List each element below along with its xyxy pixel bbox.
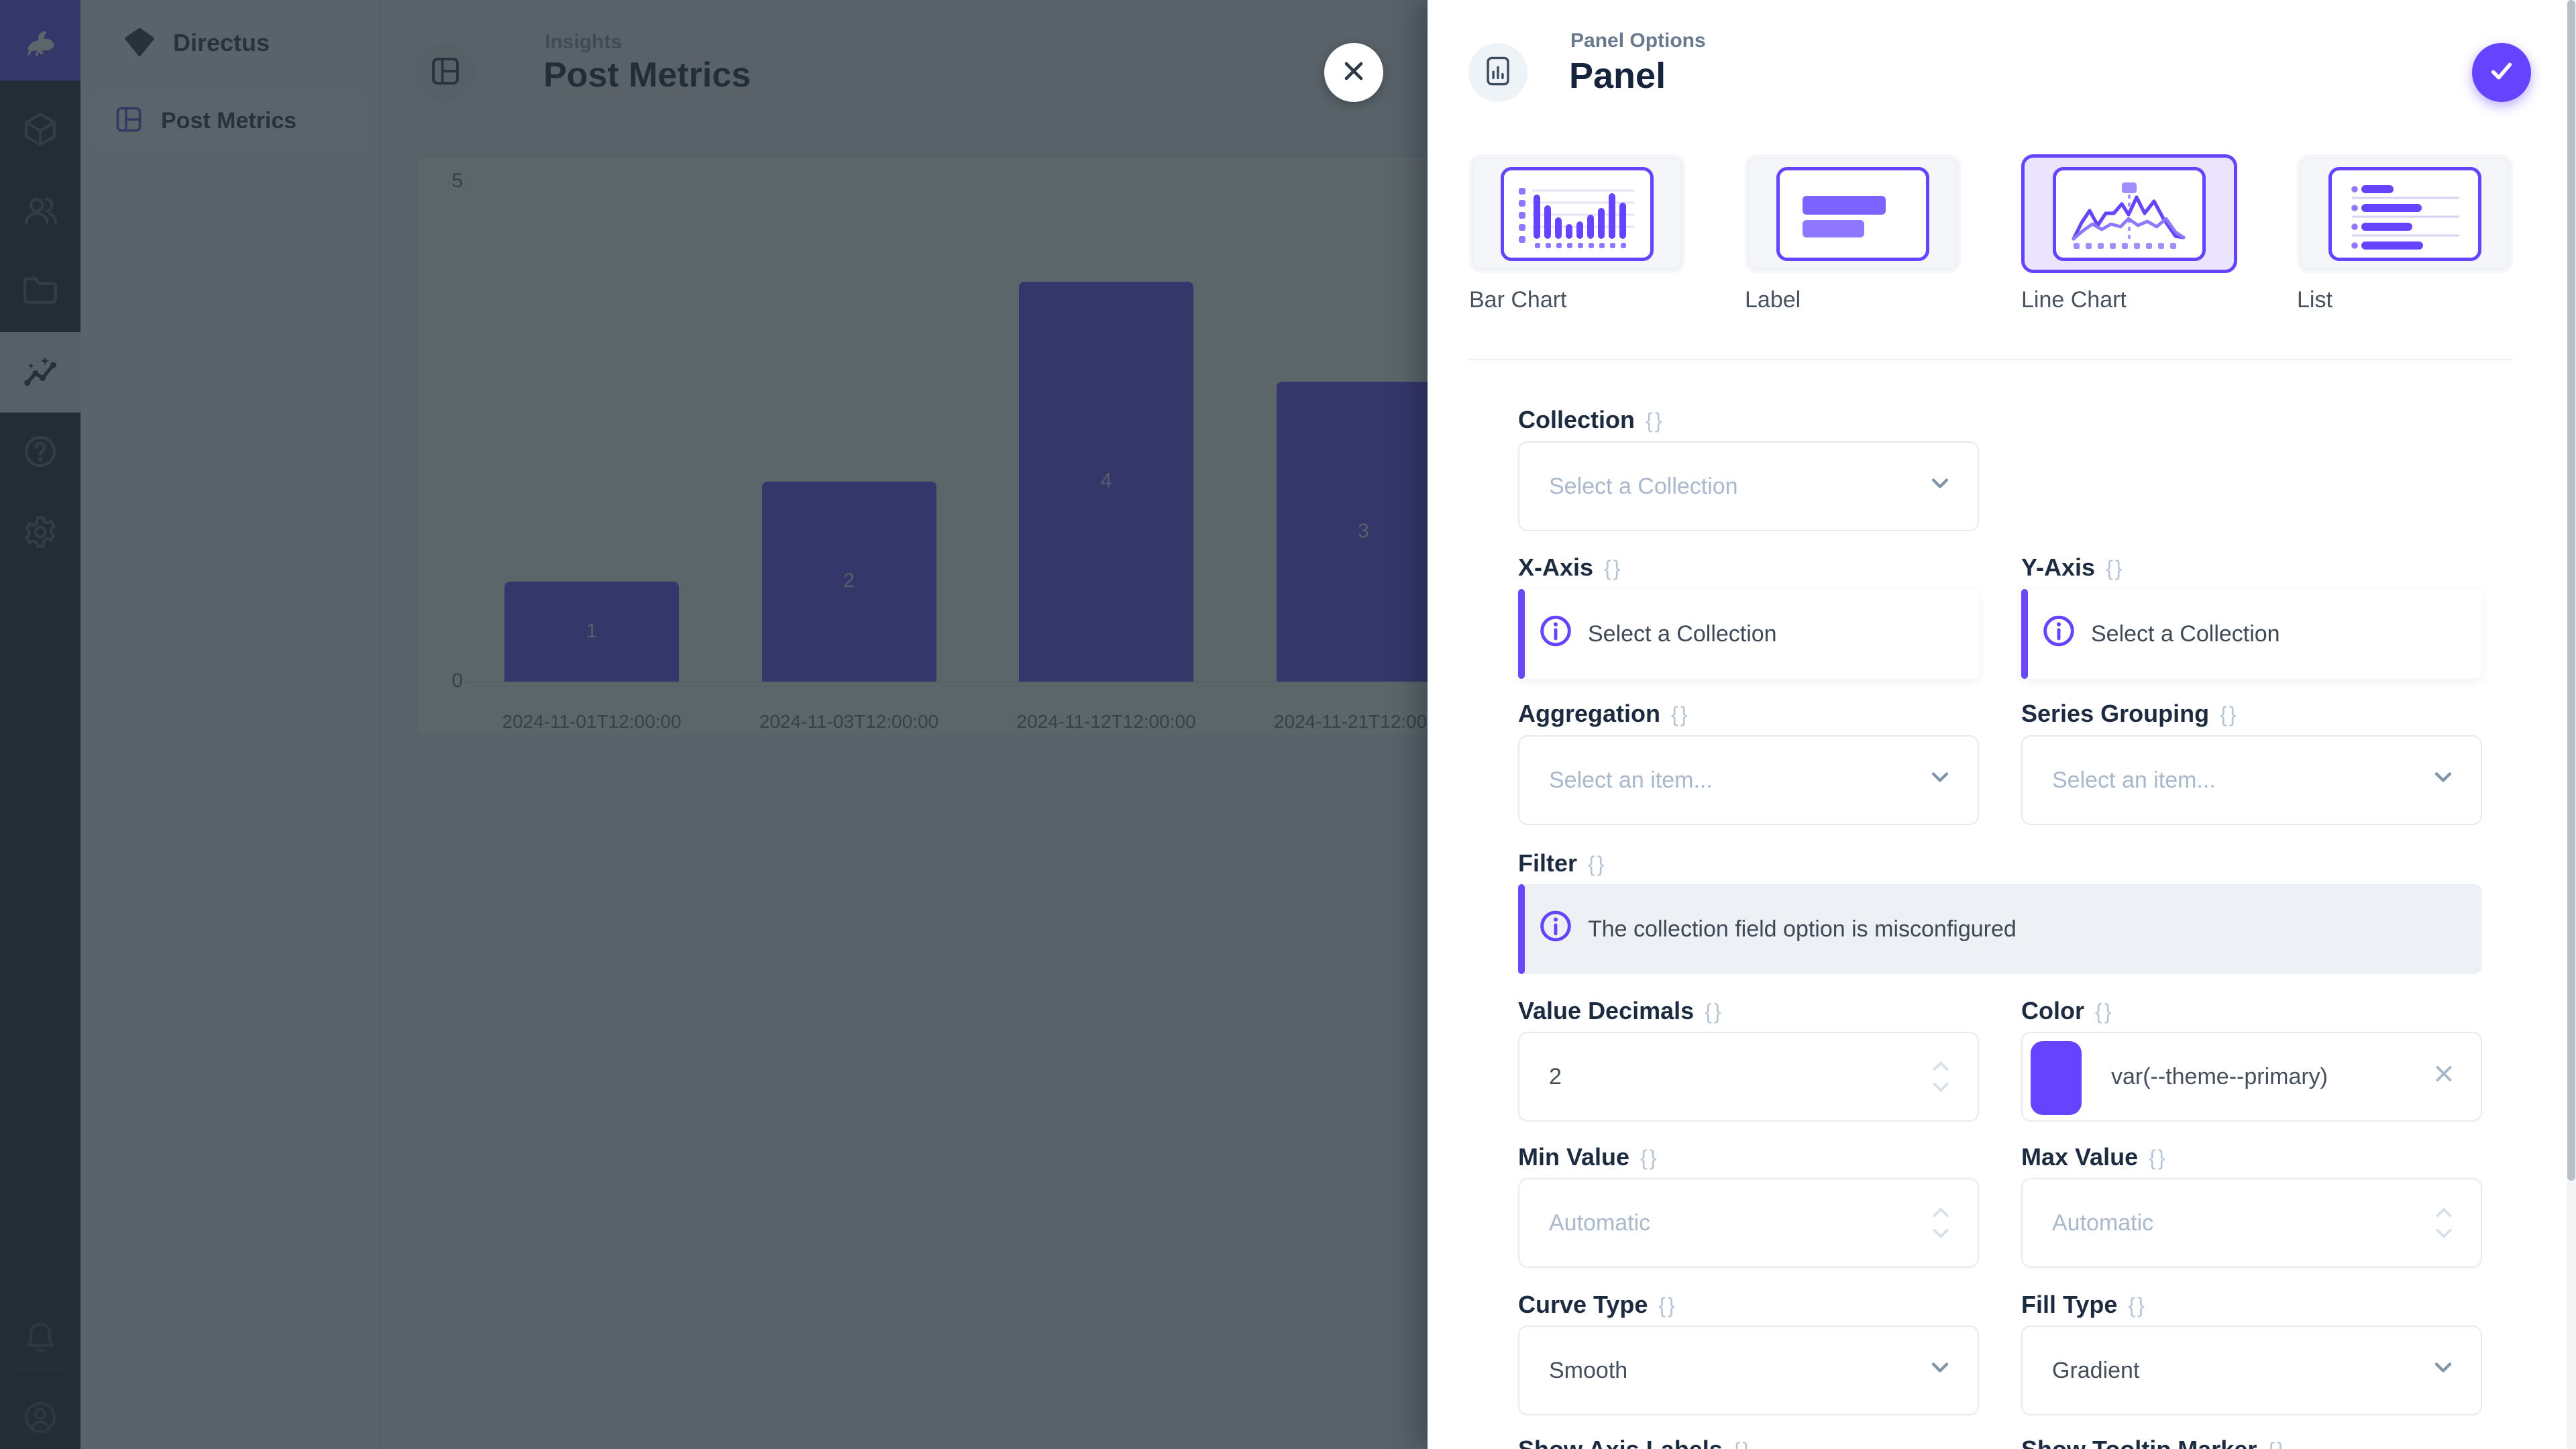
series-grouping-label: Series Grouping{} xyxy=(2021,700,2239,727)
section-divider xyxy=(1469,359,2513,360)
chevron-down-icon xyxy=(1927,1354,1953,1387)
label-illustration xyxy=(1776,166,1929,261)
color-field[interactable]: var(--theme--primary) xyxy=(2021,1032,2482,1122)
close-drawer-button[interactable] xyxy=(1324,43,1383,102)
drawer-title: Panel xyxy=(1569,56,1666,96)
raw-value-icon[interactable]: {} xyxy=(2095,1000,2114,1024)
min-value-field xyxy=(1518,1178,1979,1268)
min-value-input[interactable] xyxy=(1549,1210,1829,1236)
panel-type-list[interactable] xyxy=(2297,154,2513,273)
drawer-kicker: Panel Options xyxy=(1570,30,1706,52)
info-icon xyxy=(2041,614,2076,655)
series-grouping-select[interactable]: Select an item... xyxy=(2021,735,2482,825)
bar-chart-illustration xyxy=(1501,166,1654,261)
check-icon xyxy=(2487,56,2516,89)
close-icon xyxy=(1339,56,1368,89)
y-axis-label: Y-Axis{} xyxy=(2021,553,2125,581)
min-value-label: Min Value{} xyxy=(1518,1143,1659,1171)
panel-type-label-text: Line Chart xyxy=(2021,287,2127,313)
raw-value-icon[interactable]: {} xyxy=(2128,1293,2147,1318)
value-decimals-field xyxy=(1518,1032,1979,1122)
raw-value-icon[interactable]: {} xyxy=(1705,1000,1723,1024)
panel-type-bar-chart[interactable] xyxy=(1469,154,1685,273)
chevron-down-icon xyxy=(1927,470,1953,503)
value-decimals-label: Value Decimals{} xyxy=(1518,997,1723,1024)
collection-label: Collection{} xyxy=(1518,406,1664,433)
raw-value-icon[interactable]: {} xyxy=(2106,556,2125,580)
raw-value-icon[interactable]: {} xyxy=(2220,702,2239,727)
notice-accent-bar xyxy=(2021,589,2028,679)
value-decimals-input[interactable] xyxy=(1549,1063,1829,1090)
insert-chart-icon xyxy=(1483,56,1513,90)
panel-options-drawer: Panel Options Panel xyxy=(1428,0,2576,1449)
panel-type-label-text: Bar Chart xyxy=(1469,287,1567,313)
raw-value-icon[interactable]: {} xyxy=(1658,1293,1677,1318)
fill-type-label: Fill Type{} xyxy=(2021,1291,2147,1318)
x-axis-notice: Select a Collection xyxy=(1518,589,1979,679)
panel-type-label-text: List xyxy=(2297,287,2332,313)
panel-type-line-chart[interactable] xyxy=(2021,154,2237,273)
drawer-overlay[interactable] xyxy=(0,0,1428,1449)
chevron-down-icon xyxy=(1927,764,1953,797)
number-stepper[interactable] xyxy=(2434,1207,2454,1239)
notice-accent-bar xyxy=(1518,884,1525,974)
x-axis-label: X-Axis{} xyxy=(1518,553,1623,581)
info-icon xyxy=(1538,909,1573,950)
scrollbar-track[interactable] xyxy=(2567,0,2576,1449)
raw-value-icon[interactable]: {} xyxy=(1671,702,1690,727)
clear-color-icon[interactable] xyxy=(2431,1061,2457,1093)
info-icon xyxy=(1538,614,1573,655)
list-illustration xyxy=(2328,166,2481,261)
curve-type-select[interactable]: Smooth xyxy=(1518,1326,1979,1415)
filter-label: Filter{} xyxy=(1518,849,1607,877)
line-chart-illustration xyxy=(2053,166,2206,261)
chevron-down-icon xyxy=(2430,764,2457,797)
number-stepper[interactable] xyxy=(1931,1207,1951,1239)
collection-select[interactable]: Select a Collection xyxy=(1518,441,1979,531)
color-label: Color{} xyxy=(2021,997,2114,1024)
max-value-input[interactable] xyxy=(2052,1210,2332,1236)
show-axis-labels-label: Show Axis Labels{} xyxy=(1518,1436,1752,1449)
notice-accent-bar xyxy=(1518,589,1525,679)
chevron-down-icon xyxy=(2430,1354,2457,1387)
raw-value-icon[interactable]: {} xyxy=(1588,852,1607,876)
filter-misconfigured-notice: The collection field option is misconfig… xyxy=(1518,884,2482,974)
panel-icon-circle xyxy=(1468,43,1527,102)
raw-value-icon[interactable]: {} xyxy=(1646,409,1664,433)
number-stepper[interactable] xyxy=(1931,1061,1951,1093)
save-panel-button[interactable] xyxy=(2472,43,2531,102)
aggregation-label: Aggregation{} xyxy=(1518,700,1690,727)
raw-value-icon[interactable]: {} xyxy=(1604,556,1623,580)
color-swatch[interactable] xyxy=(2031,1041,2082,1115)
panel-type-label-text: Label xyxy=(1745,287,1801,313)
raw-value-icon[interactable]: {} xyxy=(1640,1146,1659,1170)
scrollbar-thumb[interactable] xyxy=(2567,0,2575,1181)
raw-value-icon[interactable]: {} xyxy=(2149,1146,2167,1170)
fill-type-select[interactable]: Gradient xyxy=(2021,1326,2482,1415)
y-axis-notice: Select a Collection xyxy=(2021,589,2482,679)
max-value-field xyxy=(2021,1178,2482,1268)
panel-type-label[interactable] xyxy=(1745,154,1961,273)
curve-type-label: Curve Type{} xyxy=(1518,1291,1677,1318)
aggregation-select[interactable]: Select an item... xyxy=(1518,735,1979,825)
max-value-label: Max Value{} xyxy=(2021,1143,2167,1171)
raw-value-icon[interactable]: {} xyxy=(2267,1438,2286,1449)
raw-value-icon[interactable]: {} xyxy=(1733,1438,1752,1449)
show-tooltip-marker-label: Show Tooltip Marker{} xyxy=(2021,1436,2286,1449)
